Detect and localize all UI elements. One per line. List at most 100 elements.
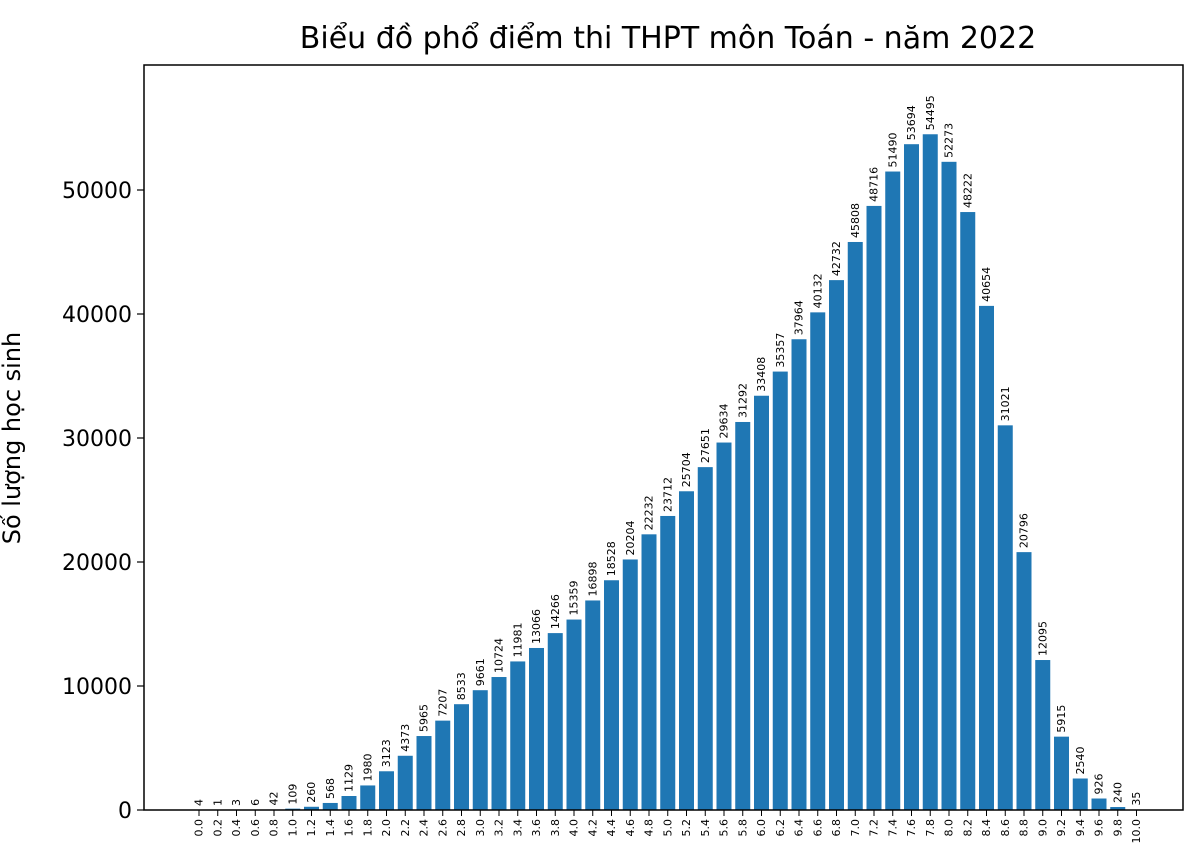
bar-3.4 (510, 661, 526, 810)
x-tick-label: 7.8 (924, 819, 937, 837)
x-tick-label: 9.2 (1055, 819, 1068, 837)
bar-value-label: 51490 (886, 133, 899, 168)
x-tick-label: 0.0 (193, 819, 206, 837)
x-tick-label: 5.8 (736, 819, 749, 837)
bar-value-label: 20796 (1018, 513, 1031, 548)
bar-value-label: 3 (230, 799, 243, 806)
bar-value-label: 40132 (811, 273, 824, 308)
bar-8.6 (997, 425, 1013, 810)
bar-7.2 (866, 205, 882, 810)
bar-value-label: 4373 (399, 724, 412, 752)
x-tick-label: 4.8 (643, 819, 656, 837)
x-tick-label: 8.6 (999, 819, 1012, 837)
bar-value-label: 13066 (530, 609, 543, 644)
bar-value-label: 48222 (961, 173, 974, 208)
x-tick-label: 8.2 (961, 819, 974, 837)
bar-value-label: 260 (305, 782, 318, 803)
bar-value-label: 37964 (793, 300, 806, 335)
bar-7.0 (847, 241, 863, 810)
bar-3.2 (491, 677, 507, 810)
x-tick-label: 0.2 (211, 819, 224, 837)
x-tick-label: 9.0 (1036, 819, 1049, 837)
bar-1.8 (360, 785, 376, 810)
bar-value-label: 5915 (1055, 705, 1068, 733)
bar-value-label: 29634 (718, 404, 731, 439)
plot-area: 0 10000 20000 30000 40000 50000 4 0.0 1 0.2 3 0.4 6 0… (62, 95, 1144, 844)
bar-value-label: 35 (1130, 792, 1143, 806)
x-tick-label: 2.0 (380, 819, 393, 837)
bar-2.2 (397, 755, 413, 810)
bar-value-label: 568 (324, 778, 337, 799)
x-tick-label: 3.4 (511, 819, 524, 837)
x-tick-label: 4.0 (568, 819, 581, 837)
x-tick-label: 3.8 (549, 819, 562, 837)
bar-value-label: 1 (211, 799, 224, 806)
x-tick-label: 4.2 (586, 819, 599, 837)
bar-9.2 (1054, 736, 1069, 810)
bar-4.8 (641, 534, 657, 810)
bar-4.0 (566, 619, 582, 810)
bar-7.6 (904, 144, 919, 810)
bar-8.2 (960, 212, 976, 811)
bar-value-label: 926 (1093, 774, 1106, 795)
bar-8.8 (1016, 552, 1032, 810)
x-tick-label: 7.0 (849, 819, 862, 837)
y-tick-label: 40000 (62, 303, 132, 328)
bar-value-label: 42 (268, 791, 281, 805)
bar-3.8 (547, 633, 563, 810)
x-tick-label: 8.0 (943, 819, 956, 837)
x-tick-label: 2.8 (455, 819, 468, 837)
y-tick-label: 50000 (62, 179, 132, 204)
x-tick-label: 6.6 (811, 819, 824, 837)
bar-8.0 (941, 161, 957, 810)
bar-value-label: 1129 (343, 764, 356, 792)
bar-value-label: 40654 (980, 267, 993, 302)
bar-3.6 (529, 647, 544, 810)
x-tick-label: 6.4 (793, 819, 806, 837)
x-tick-label: 1.4 (324, 819, 337, 837)
x-tick-label: 2.2 (399, 819, 412, 837)
bar-4.2 (585, 600, 601, 810)
bar-2.0 (379, 771, 394, 810)
x-tick-label: 2.4 (418, 819, 431, 837)
bar-value-label: 7207 (436, 689, 449, 717)
bar-1.6 (341, 796, 357, 810)
x-tick-label: 0.6 (249, 819, 262, 837)
bar-6.6 (810, 312, 826, 810)
bar-5.4 (697, 467, 713, 810)
x-tick-label: 10.0 (1130, 819, 1143, 844)
x-tick-label: 7.4 (886, 819, 899, 837)
x-tick-label: 3.0 (474, 819, 487, 837)
bar-value-label: 23712 (661, 477, 674, 512)
bar-value-label: 4 (193, 799, 206, 806)
bar-5.2 (679, 491, 694, 810)
bar-2.4 (416, 736, 432, 810)
x-tick-label: 9.4 (1074, 819, 1087, 837)
bar-value-label: 53694 (905, 105, 918, 140)
x-tick-label: 8.4 (980, 819, 993, 837)
bar-value-label: 20204 (624, 520, 637, 555)
bar-9.8 (1110, 807, 1126, 810)
bar-value-label: 8533 (455, 672, 468, 700)
x-tick-label: 6.0 (755, 819, 768, 837)
x-tick-label: 4.6 (624, 819, 637, 837)
y-tick-label: 0 (118, 799, 132, 824)
y-tick-label: 20000 (62, 551, 132, 576)
x-tick-label: 5.0 (661, 819, 674, 837)
y-tick-label: 10000 (62, 675, 132, 700)
x-tick-label: 1.0 (286, 819, 299, 837)
x-tick-label: 1.8 (361, 819, 374, 837)
bar-3.0 (472, 690, 488, 810)
bar-value-label: 31021 (999, 386, 1012, 421)
x-tick-label: 1.6 (343, 819, 356, 837)
bar-value-label: 35357 (774, 333, 787, 368)
x-tick-label: 3.6 (530, 819, 543, 837)
bar-9.6 (1091, 798, 1107, 810)
x-tick-label: 6.8 (830, 819, 843, 837)
bar-value-label: 25704 (680, 452, 693, 487)
bar-value-label: 27651 (699, 428, 712, 463)
bar-2.6 (435, 720, 451, 810)
x-tick-label: 6.2 (774, 819, 787, 837)
x-tick-label: 7.6 (905, 819, 918, 837)
